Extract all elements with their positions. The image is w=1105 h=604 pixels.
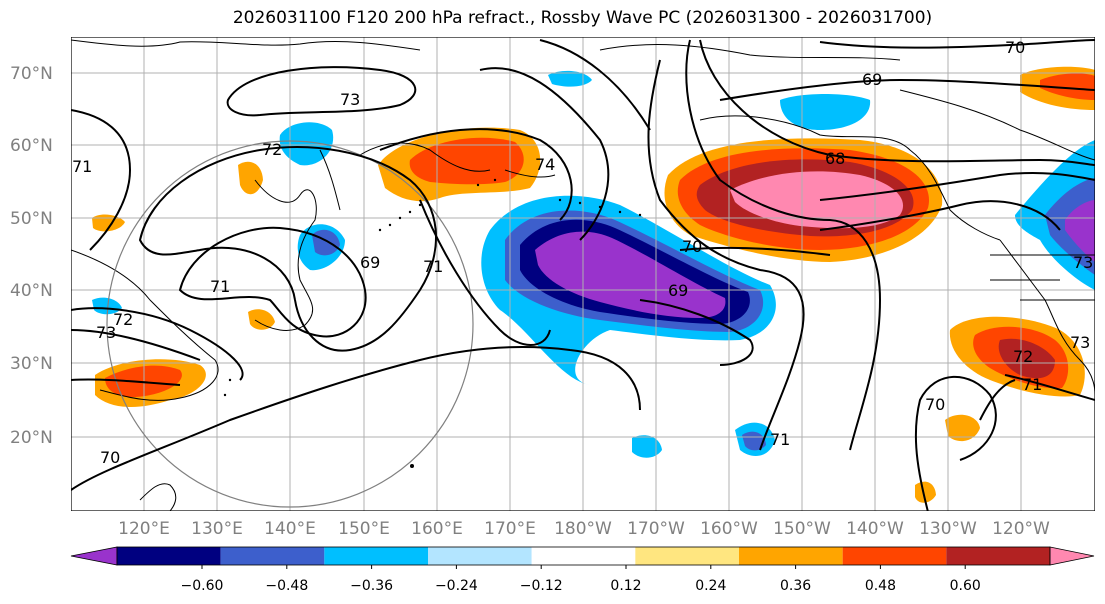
colorbar-segment [220,547,325,565]
colorbar-tick-label: 0.12 [610,578,641,594]
lon-label: 150°E [338,519,390,539]
island-chains [223,178,642,468]
colorbar-extend-high [1049,546,1095,566]
contour-label: 70 [925,395,945,414]
colorbar-segment [531,547,636,565]
coastlines [71,39,1095,511]
colorbar-segment [324,547,428,565]
colorbar-tick-label: 0.36 [780,578,811,594]
lat-label: 30°N [10,354,53,374]
contour-label-group: 70 69 73 72 71 74 68 69 71 71 70 72 73 7… [72,38,1093,467]
lon-label: 130°E [191,519,243,539]
colorbar-tick-label: −0.36 [350,578,393,594]
lon-label: 170°W [627,519,685,539]
graticule [71,37,1095,511]
contour-lines [71,39,1095,511]
lon-label: 130°W [919,519,977,539]
lon-label: 160°W [700,519,758,539]
colorbar-segment [842,547,947,565]
contour-label: 72 [1013,347,1033,366]
colorbar-border [116,546,1051,566]
colorbar-tick-label: −0.48 [265,578,308,594]
lon-label: 180°W [554,519,612,539]
contour-label: 73 [1073,253,1093,272]
lat-label: 60°N [10,136,53,156]
colorbar-tick-label: 0.24 [695,578,726,594]
colorbar-segment [739,547,843,565]
contour-label: 71 [72,157,92,176]
lon-label: 150°W [773,519,831,539]
lon-label: 120°W [992,519,1050,539]
contour-label: 73 [340,90,360,109]
colorbar-segment [117,547,221,565]
great-circle [106,140,474,508]
contour-label: 73 [1070,333,1090,352]
contour-label: 69 [360,253,380,272]
colorbar-segment [635,547,739,565]
lon-label: 120°E [118,519,170,539]
latitude-labels: 70°N 60°N 50°N 40°N 30°N 20°N [10,64,53,448]
colorbar-segment [946,547,1050,565]
contour-label: 72 [262,140,282,159]
contour-label: 70 [100,448,120,467]
lat-label: 50°N [10,209,53,229]
colorbar-segment [428,547,532,565]
colorbar-tick-label: 0.48 [865,578,896,594]
shaded-anomalies [92,66,1095,503]
map-panel: 70 69 73 72 71 74 68 69 71 71 70 72 73 7… [71,37,1095,511]
contour-label: 72 [113,310,133,329]
contour-label: 70 [1005,38,1025,57]
contour-label: 71 [770,430,790,449]
contour-label: 70 [682,237,702,256]
colorbar-tick-label: −0.60 [181,578,224,594]
colorbar-extend-low [70,546,118,566]
contour-label: 71 [1022,375,1042,394]
map-title: 2026031100 F120 200 hPa refract., Rossby… [232,8,933,28]
colorbar-tick-label: 0.60 [950,578,981,594]
contour-label: 71 [210,277,230,296]
lat-label: 70°N [10,64,53,84]
lon-label: 170°E [484,519,536,539]
lat-label: 40°N [10,281,53,301]
lat-label: 20°N [10,428,53,448]
lon-label: 140°E [264,519,316,539]
contour-label: 73 [96,323,116,342]
contour-label: 68 [825,149,845,168]
colorbar: −0.60 −0.48 −0.36 −0.24 −0.12 0.12 0.24 0.36 0.4… [70,546,1095,594]
colorbar-tick-label: −0.24 [435,578,478,594]
lon-label: 160°E [411,519,463,539]
colorbar-tick-label: −0.12 [520,578,563,594]
longitude-labels: 120°E 130°E 140°E 150°E 160°E 170°E 180°… [118,519,1050,539]
lon-label: 140°W [846,519,904,539]
contour-label: 69 [668,281,688,300]
contour-label: 69 [862,70,882,89]
contour-label: 71 [423,257,443,276]
contour-label: 74 [535,155,555,174]
